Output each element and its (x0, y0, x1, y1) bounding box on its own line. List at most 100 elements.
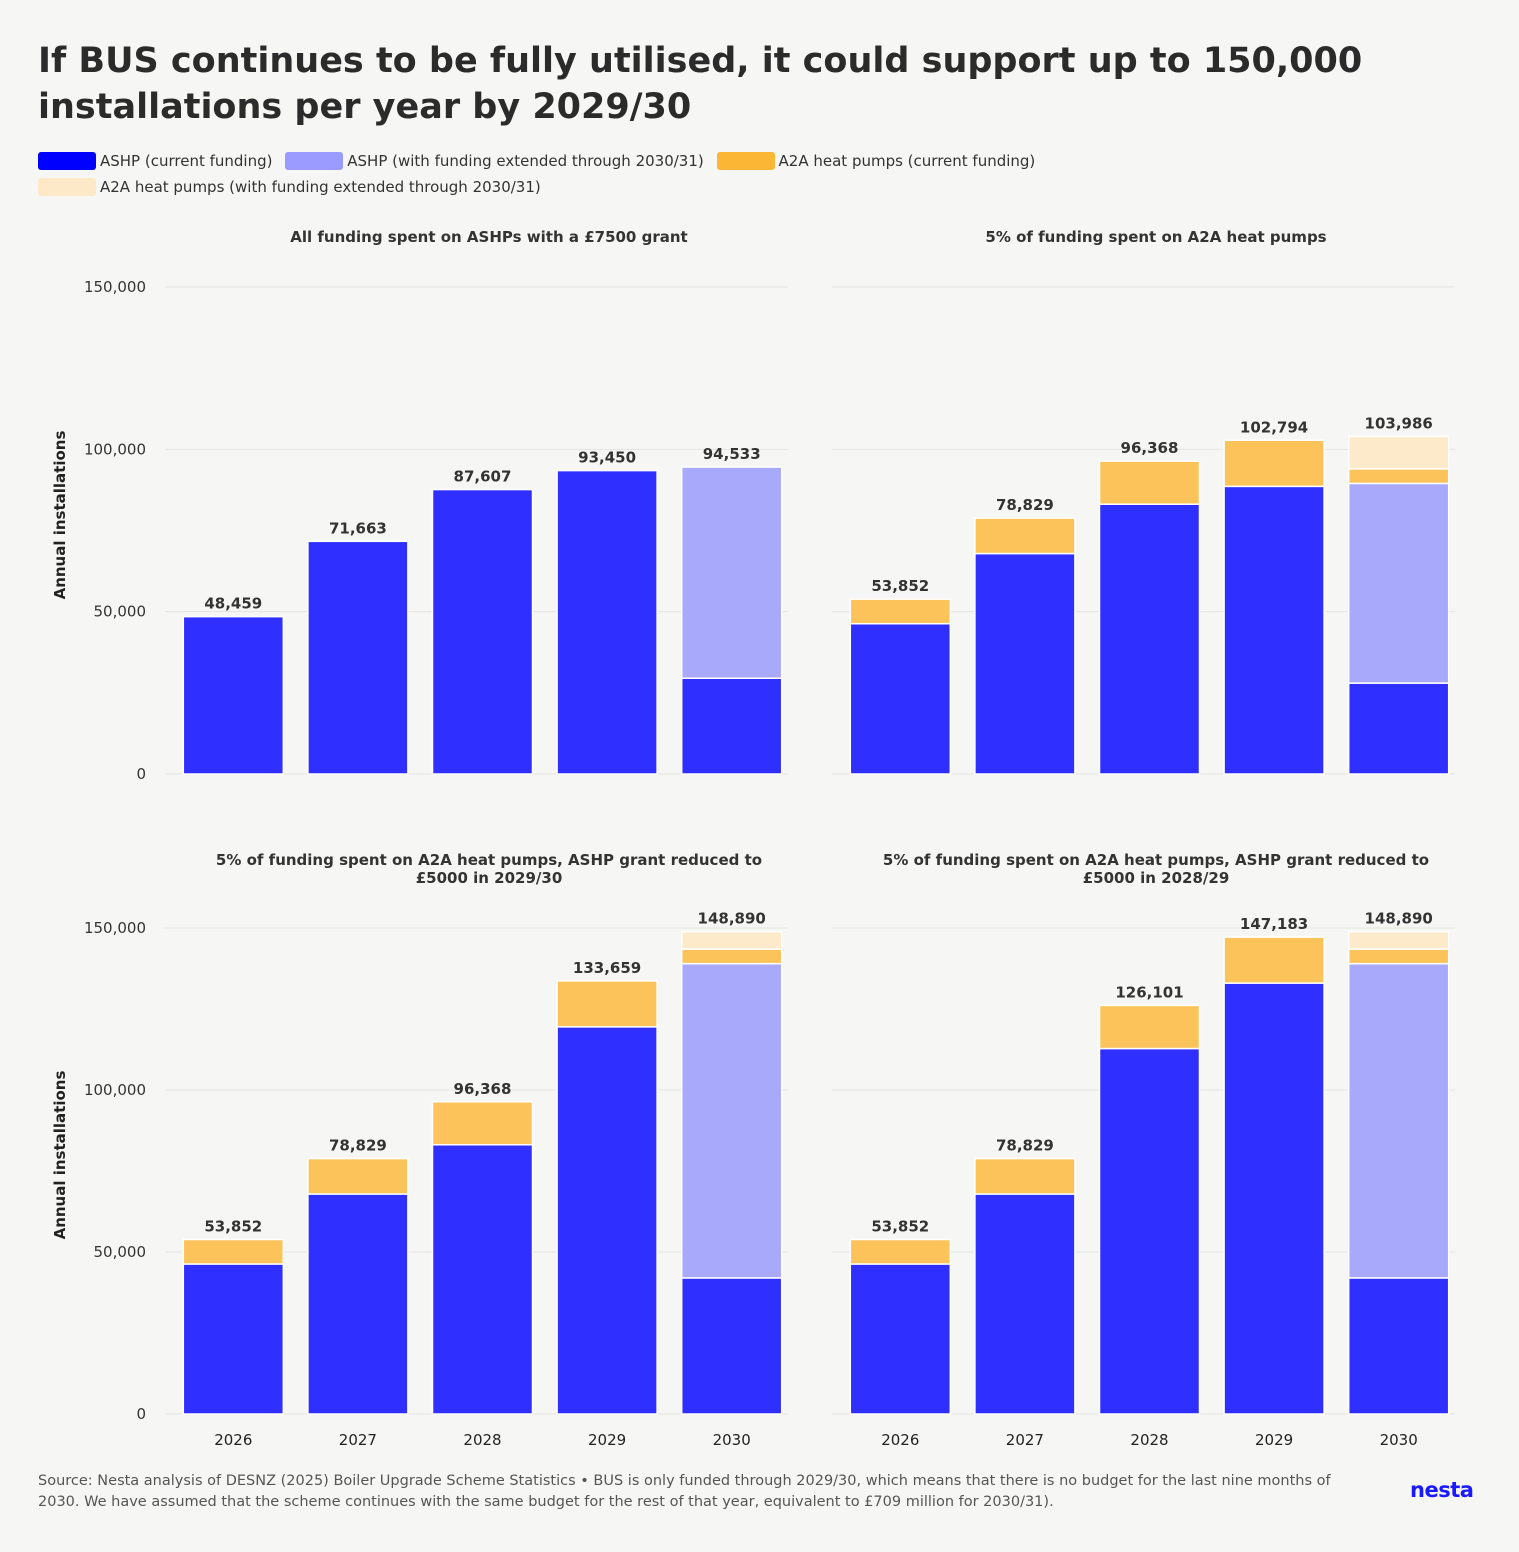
legend-swatch-ashp-extended (285, 152, 344, 170)
panel-2-total-label-2027: 78,829 (996, 496, 1054, 514)
panel-3-x-tick-label-2029: 2029 (588, 1431, 626, 1449)
panel-4-x-tick-label-2028: 2028 (1130, 1431, 1168, 1449)
panel-3-x-tick-label-2028: 2028 (463, 1431, 501, 1449)
panel-4-bar-2029-ashp-current (1223, 982, 1325, 1415)
panel-4-x-tick-label-2026: 2026 (881, 1431, 919, 1449)
panel-1-bar-2027-ashp-current (307, 540, 409, 775)
source-footnote: Source: Nesta analysis of DESNZ (2025) B… (38, 1473, 1331, 1510)
legend-swatch-ashp-current (38, 152, 96, 170)
panel-3-total-label-2028: 96,368 (454, 1080, 512, 1098)
panel-3-y-tick-label: 0 (136, 1405, 146, 1423)
panel-4-total-label-2026: 53,852 (871, 1218, 929, 1236)
panel-1-bar-2029-ashp-current (556, 469, 658, 775)
panel-3-total-label-2027: 78,829 (329, 1137, 387, 1155)
panel-4-total-label-2030: 148,890 (1365, 910, 1433, 928)
legend-label-ashp-extended: ASHP (with funding extended through 2030… (347, 152, 704, 170)
panel-4-bar-2029-a2a-current (1223, 936, 1325, 984)
panel-1-title: All funding spent on ASHPs with a £7500 … (290, 228, 687, 246)
panel-4-bar-2030-a2a-current (1347, 948, 1450, 965)
panel-4-bar-2027-a2a-current (974, 1157, 1076, 1195)
legend-label-a2a-extended: A2A heat pumps (with funding extended th… (100, 178, 541, 196)
panel-3-x-tick-label-2030: 2030 (713, 1431, 751, 1449)
nesta-logo: nesta (1410, 1478, 1474, 1502)
legend-item-a2a-extended: A2A heat pumps (with funding extended th… (38, 176, 541, 198)
panel-3-y-tick-label: 50,000 (94, 1243, 147, 1261)
panel-3-bar-2026-ashp-current (182, 1263, 285, 1415)
panel-1-total-label-2027: 71,663 (329, 519, 387, 537)
panel-2-bar-2030-ashp-current (1347, 682, 1450, 775)
legend: ASHP (current funding) ASHP (with fundin… (38, 150, 1138, 202)
panel-3-bar-2027-a2a-current (307, 1157, 409, 1195)
panel-3-x-tick-label-2026: 2026 (214, 1431, 252, 1449)
panel-1-y-tick-label: 0 (136, 765, 146, 783)
panel-4-bar-2028-ashp-current (1098, 1047, 1201, 1415)
panel-3-bar-2030-a2a-current (680, 948, 783, 965)
panel-2-total-label-2028: 96,368 (1121, 439, 1179, 457)
panel-3-bar-2030-ashp-current (680, 1277, 783, 1415)
panel-1-y-tick-label: 100,000 (84, 440, 146, 458)
legend-label-ashp-current: ASHP (current funding) (100, 152, 273, 170)
panel-2-bar-2028-ashp-current (1098, 503, 1201, 775)
panel-2-bar-2027-ashp-current (974, 552, 1076, 775)
panel-4-x-tick-label-2027: 2027 (1006, 1431, 1044, 1449)
panel-2-bar-2030-ashp-extended (1347, 482, 1450, 684)
panel-1-y-tick-label: 50,000 (94, 603, 147, 621)
panel-2-bar-2029-ashp-current (1223, 485, 1325, 775)
panel-4-total-label-2027: 78,829 (996, 1137, 1054, 1155)
panel-2-bar-2030-a2a-extended (1347, 435, 1450, 470)
panel-4-bar-2026-ashp-current (849, 1263, 952, 1415)
panel-2-bar-2027-a2a-current (974, 517, 1076, 555)
panel-4-total-label-2029: 147,183 (1240, 915, 1308, 933)
panel-4-x-tick-label-2029: 2029 (1255, 1431, 1293, 1449)
panel-2-total-label-2026: 53,852 (871, 577, 929, 595)
panel-1-total-label-2029: 93,450 (578, 449, 636, 467)
legend-item-ashp-extended: ASHP (with funding extended through 2030… (285, 150, 704, 172)
panel-3-bar-2029-a2a-current (556, 980, 658, 1028)
panel-3-bar-2026-a2a-current (182, 1238, 285, 1265)
panel-3-x-tick-label-2027: 2027 (339, 1431, 377, 1449)
panel-1-bar-2030-ashp-current (680, 677, 783, 775)
panel-2-bar-2026-ashp-current (849, 622, 952, 775)
panel-2-total-label-2030: 103,986 (1365, 414, 1433, 432)
chart-title: If BUS continues to be fully utilised, i… (38, 41, 1363, 127)
panel-2-title: 5% of funding spent on A2A heat pumps (985, 228, 1326, 246)
panel-4-x-tick-label-2030: 2030 (1380, 1431, 1418, 1449)
panel-3-title: 5% of funding spent on A2A heat pumps, A… (216, 851, 762, 887)
legend-swatch-a2a-current (716, 152, 775, 170)
panel-3-bar-2027-ashp-current (307, 1193, 409, 1415)
panel-3-bar-2028-ashp-current (431, 1144, 534, 1415)
panel-1-bar-2026-ashp-current (182, 615, 285, 775)
panel-4-bar-2026-a2a-current (849, 1238, 952, 1265)
panel-2-bar-2029-a2a-current (1223, 439, 1325, 488)
panel-1-total-label-2026: 48,459 (204, 595, 262, 613)
panel-4-bar-2027-ashp-current (974, 1193, 1076, 1415)
panel-3-total-label-2030: 148,890 (698, 910, 766, 928)
legend-swatch-a2a-extended (38, 178, 96, 196)
panel-1-total-label-2028: 87,607 (454, 468, 512, 486)
panel-4-bar-2030-ashp-current (1347, 1277, 1450, 1415)
panel-1-bar-2030-ashp-extended (680, 466, 783, 679)
panel-2-total-label-2029: 102,794 (1240, 418, 1308, 436)
panel-1-total-label-2030: 94,533 (703, 445, 761, 463)
panel-3-bar-2029-ashp-current (556, 1026, 658, 1415)
panel-4-title: 5% of funding spent on A2A heat pumps, A… (883, 851, 1429, 887)
legend-item-a2a-current: A2A heat pumps (current funding) (716, 150, 1036, 172)
panel-1-y-tick-label: 150,000 (84, 278, 146, 296)
panel-1-y-axis-title: Annual installations (51, 431, 69, 600)
panel-3-total-label-2029: 133,659 (573, 959, 641, 977)
panel-1-bar-2028-ashp-current (431, 488, 534, 775)
panel-2-bar-2028-a2a-current (1098, 460, 1201, 505)
panel-3-total-label-2026: 53,852 (204, 1218, 262, 1236)
panel-4-bar-2030-a2a-extended (1347, 930, 1450, 950)
panel-3-bar-2030-ashp-extended (680, 962, 783, 1279)
legend-label-a2a-current: A2A heat pumps (current funding) (778, 152, 1036, 170)
panel-3-bar-2028-a2a-current (431, 1101, 534, 1146)
panel-2-bar-2030-a2a-current (1347, 468, 1450, 485)
panel-4-bar-2030-ashp-extended (1347, 962, 1450, 1279)
legend-item-ashp-current: ASHP (current funding) (38, 150, 272, 172)
panel-4-total-label-2028: 126,101 (1115, 983, 1183, 1001)
panel-3-y-axis-title: Annual installations (51, 1071, 69, 1240)
panel-4-bar-2028-a2a-current (1098, 1004, 1201, 1050)
panel-3-y-tick-label: 150,000 (84, 919, 146, 937)
